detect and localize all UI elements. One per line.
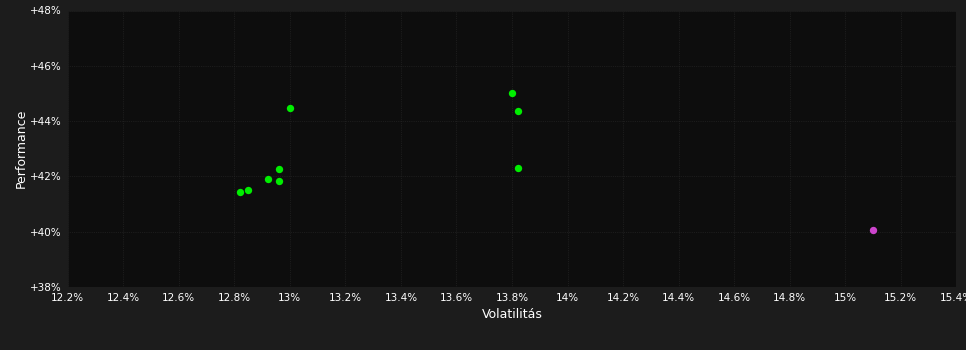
Y-axis label: Performance: Performance [14, 109, 28, 188]
Point [270, 178, 286, 184]
Point [232, 189, 247, 195]
Point [270, 167, 286, 172]
Point [866, 228, 881, 233]
X-axis label: Volatilitás: Volatilitás [481, 308, 543, 321]
Point [260, 176, 275, 181]
Point [282, 105, 298, 111]
Point [504, 91, 520, 96]
Point [510, 165, 526, 171]
Point [510, 108, 526, 114]
Point [241, 187, 256, 192]
